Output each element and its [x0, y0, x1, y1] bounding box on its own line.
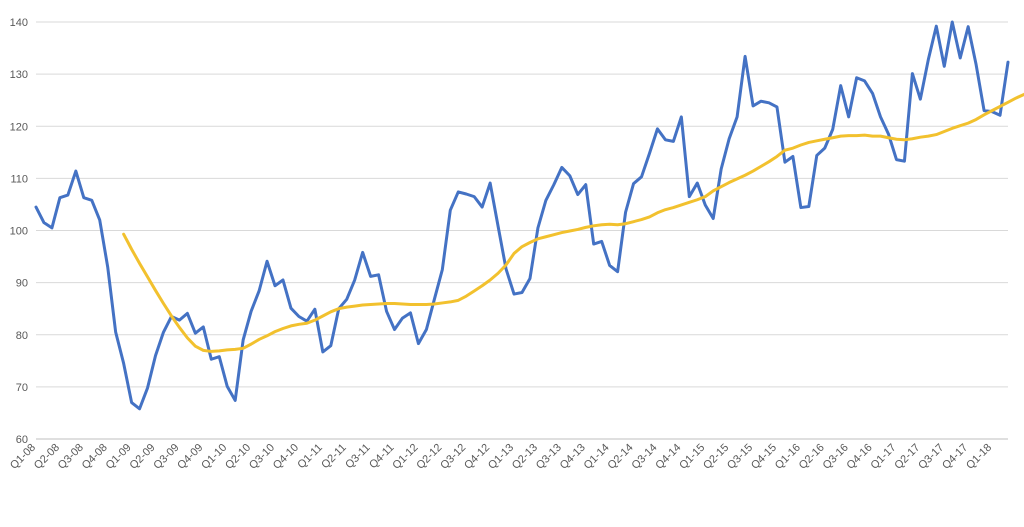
y-tick-label: 120 [10, 121, 28, 133]
x-tick-label: Q2-15 [701, 442, 731, 472]
y-tick-label: 140 [10, 17, 28, 29]
x-tick-label: Q3-14 [629, 442, 659, 472]
x-tick-label: Q1-12 [390, 442, 420, 472]
x-tick-label: Q3-08 [56, 442, 86, 472]
x-tick-label: Q4-11 [367, 442, 397, 472]
x-axis: Q1-08Q2-08Q3-08Q4-08Q1-09Q2-09Q3-09Q4-09… [8, 438, 1008, 472]
x-tick-label: Q4-10 [271, 442, 301, 472]
x-tick-label: Q1-15 [677, 442, 707, 472]
x-tick-label: Q2-14 [606, 442, 636, 472]
x-tick-label: Q4-16 [845, 442, 875, 472]
x-tick-label: Q1-10 [199, 442, 229, 472]
series-group [34, 20, 1024, 411]
y-tick-label: 130 [10, 69, 28, 81]
x-tick-label: Q3-10 [247, 442, 277, 472]
x-tick-label: Q4-13 [558, 442, 588, 472]
x-tick-label: Q1-17 [868, 442, 898, 472]
y-tick-label: 100 [10, 226, 28, 238]
series-line-2 [122, 92, 1024, 353]
x-tick-label: Q2-16 [797, 442, 827, 472]
gridlines [36, 21, 1008, 388]
x-tick-label: Q1-13 [486, 442, 516, 472]
x-tick-label: Q4-15 [749, 442, 779, 472]
y-tick-label: 80 [16, 330, 28, 342]
x-tick-label: Q4-14 [653, 442, 683, 472]
x-tick-label: Q3-11 [343, 442, 373, 472]
y-tick-label: 90 [16, 278, 28, 290]
x-tick-label: Q3-17 [916, 442, 946, 472]
y-tick-label: 110 [10, 173, 28, 185]
x-tick-label: Q4-08 [80, 442, 110, 472]
x-tick-label: Q3-15 [725, 442, 755, 472]
y-tick-label: 60 [16, 434, 28, 446]
x-tick-label: Q1-16 [773, 442, 803, 472]
x-tick-label: Q1-08 [8, 442, 38, 472]
x-tick-label: Q1-11 [295, 442, 325, 472]
x-tick-label: Q2-08 [32, 442, 62, 472]
y-tick-label: 70 [16, 382, 28, 394]
y-axis: 60 70 80 90 100 110 120 130 140 [10, 17, 28, 446]
x-tick-label: Q2-17 [892, 442, 922, 472]
x-tick-label: Q2-09 [128, 442, 158, 472]
x-tick-label: Q4-09 [175, 442, 205, 472]
series-line-1 [34, 20, 1010, 411]
x-tick-label: Q3-13 [534, 442, 564, 472]
x-tick-label: Q4-12 [462, 442, 492, 472]
x-tick-label: Q2-11 [319, 442, 349, 472]
x-tick-label: Q3-16 [821, 442, 851, 472]
x-tick-label: Q2-10 [223, 442, 253, 472]
x-tick-label: Q1-14 [582, 442, 612, 472]
x-tick-label: Q3-12 [438, 442, 468, 472]
x-tick-label: Q2-12 [414, 442, 444, 472]
x-tick-label: Q2-13 [510, 442, 540, 472]
x-tick-label: Q1-09 [104, 442, 134, 472]
x-tick-label: Q1-18 [964, 442, 994, 472]
x-tick-label: Q4-17 [940, 442, 970, 472]
x-tick-label: Q3-09 [151, 442, 181, 472]
